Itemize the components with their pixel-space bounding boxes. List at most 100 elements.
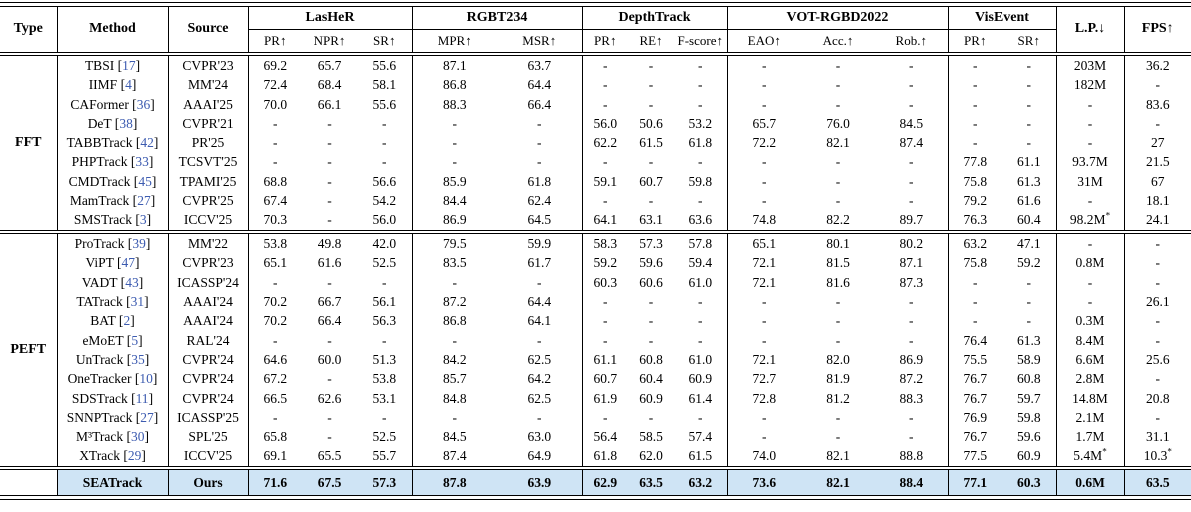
top-rule [0, 2, 1191, 7]
cell-value: - [327, 371, 332, 387]
cell-value: - [1026, 313, 1032, 329]
citation-link[interactable]: 4 [125, 77, 132, 93]
cell-value: - [1055, 292, 1124, 312]
cell-value: 0.6M [1055, 469, 1124, 496]
cell-value: - [411, 152, 497, 172]
cell-value: 27 [1123, 133, 1191, 153]
cell-value: 59.7 [1016, 390, 1041, 406]
cell-value: 53.8 [372, 371, 397, 387]
cell-value: - [1026, 274, 1032, 290]
cell-value: 60.9 [1016, 448, 1041, 464]
cell-value: 88.3 [899, 390, 924, 406]
cell-value: - [537, 409, 542, 425]
citation-link[interactable]: 35 [131, 351, 145, 367]
cell-value: 83.5 [411, 253, 497, 273]
cell-value: 79.5 [411, 233, 497, 254]
cell-value: 61.3 [1016, 173, 1041, 189]
cell-value: 76.0 [826, 115, 850, 131]
cell-value: 61.5 [688, 448, 713, 464]
cell-value: 55.6 [372, 58, 397, 73]
cell-value: - [947, 292, 1002, 312]
citation-link[interactable]: 27 [137, 193, 151, 209]
cell-value: 84.2 [411, 349, 497, 370]
citation-link[interactable]: 47 [121, 255, 136, 271]
cell-value: - [382, 154, 387, 170]
subcol-vot-eao: EAO↑ [726, 29, 801, 52]
cell-value: 76.4 [947, 330, 1002, 350]
cell-source: CVPR'23 [167, 55, 248, 76]
cell-value: 62.5 [527, 390, 552, 406]
cell-value: - [327, 429, 332, 445]
cell-value: 50.6 [639, 115, 663, 131]
cell-value: 60.3 [581, 272, 628, 293]
citation-link[interactable]: 43 [125, 274, 139, 290]
cell-value: 82.1 [826, 448, 850, 464]
citation-link[interactable]: 45 [138, 173, 152, 189]
cell-value: - [947, 272, 1002, 293]
cell-value: - [909, 96, 914, 112]
citation-link[interactable]: 3 [139, 212, 147, 228]
cell-value: - [581, 311, 628, 331]
citation-link[interactable]: 31 [130, 294, 145, 310]
subcol-vot-rob: Rob.↑ [895, 32, 927, 48]
cell-value: - [726, 94, 801, 114]
cell-value: 8.4M [1055, 330, 1124, 350]
table-row: IIMF [4] MM'24 72.4 68.4 58.1 86.8 64.4 - - - - - - -… [0, 75, 1191, 95]
citation-link[interactable]: 29 [127, 448, 142, 464]
cell-value: - [327, 173, 332, 189]
citation-link[interactable]: 27 [140, 409, 154, 425]
cell-value: - [726, 311, 801, 331]
cell-value: 87.2 [899, 371, 924, 387]
col-header-type: Type [13, 21, 43, 36]
citation-link[interactable]: 36 [136, 96, 151, 112]
subcol-lasher-sr: SR↑ [373, 32, 396, 48]
cell-value: 64.4 [527, 294, 552, 310]
cell-value: 71.6 [247, 469, 302, 496]
table-row: PHPTrack [33] TCSVT'25- - - - - - - - - - -77.8 61.1… [0, 152, 1191, 172]
citation-link[interactable]: 38 [119, 115, 133, 131]
cell-value: 64.2 [527, 371, 552, 387]
asterisk-note: * [1167, 446, 1172, 457]
cell-value: 83.6 [1123, 94, 1191, 114]
cell-value: - [909, 332, 914, 348]
cell-value: 76.7 [947, 369, 1002, 389]
citation-link[interactable]: 30 [130, 429, 145, 445]
cell-value: 25.6 [1123, 349, 1191, 370]
citation-link[interactable]: 11 [135, 390, 149, 406]
table-row: VADT [43] ICASSP'24- - - - -60.3 60.6 61.0 72.1 8… [0, 272, 1191, 293]
cell-value: 52.5 [372, 429, 397, 445]
citation-link[interactable]: 42 [140, 135, 154, 151]
cell-value: 61.3 [1016, 332, 1041, 348]
citation-link[interactable]: 10 [139, 371, 153, 387]
cell-value: 24.1 [1123, 210, 1191, 231]
section-type-label: FFT [15, 135, 42, 151]
cell-value: 6.6M [1055, 349, 1124, 370]
cell-value: - [581, 75, 628, 95]
section-type-label: PEFT [10, 342, 47, 358]
cell-value: 98.2M* [1055, 210, 1124, 231]
cell-value: - [327, 135, 332, 151]
citation-link[interactable]: 39 [132, 236, 146, 252]
citation-link[interactable]: 5 [131, 332, 139, 348]
cell-value: - [648, 58, 654, 73]
citation-link[interactable]: 33 [135, 154, 149, 170]
cell-value: 63.7 [527, 58, 552, 73]
cell-value: 57.3 [639, 236, 663, 252]
cell-value: 21.5 [1123, 152, 1191, 172]
cell-value: 68.4 [317, 77, 342, 93]
cell-value: 57.3 [357, 469, 412, 496]
cell-value: - [909, 409, 914, 425]
cell-value: - [1055, 233, 1124, 254]
citation-link[interactable]: 17 [122, 58, 136, 73]
cell-value: - [726, 152, 801, 172]
cell-value: - [648, 332, 654, 348]
citation-link[interactable]: 2 [123, 313, 131, 329]
cell-value: - [1055, 113, 1124, 134]
cell-source: TCSVT'25 [167, 152, 248, 172]
cell-value: 72.7 [726, 369, 801, 389]
cell-value: 53.8 [247, 233, 302, 254]
cell-value: 79.2 [947, 191, 1002, 211]
cell-value: - [1055, 191, 1124, 211]
cell-value: - [1123, 75, 1191, 95]
cell-value: 93.7M [1055, 152, 1124, 172]
